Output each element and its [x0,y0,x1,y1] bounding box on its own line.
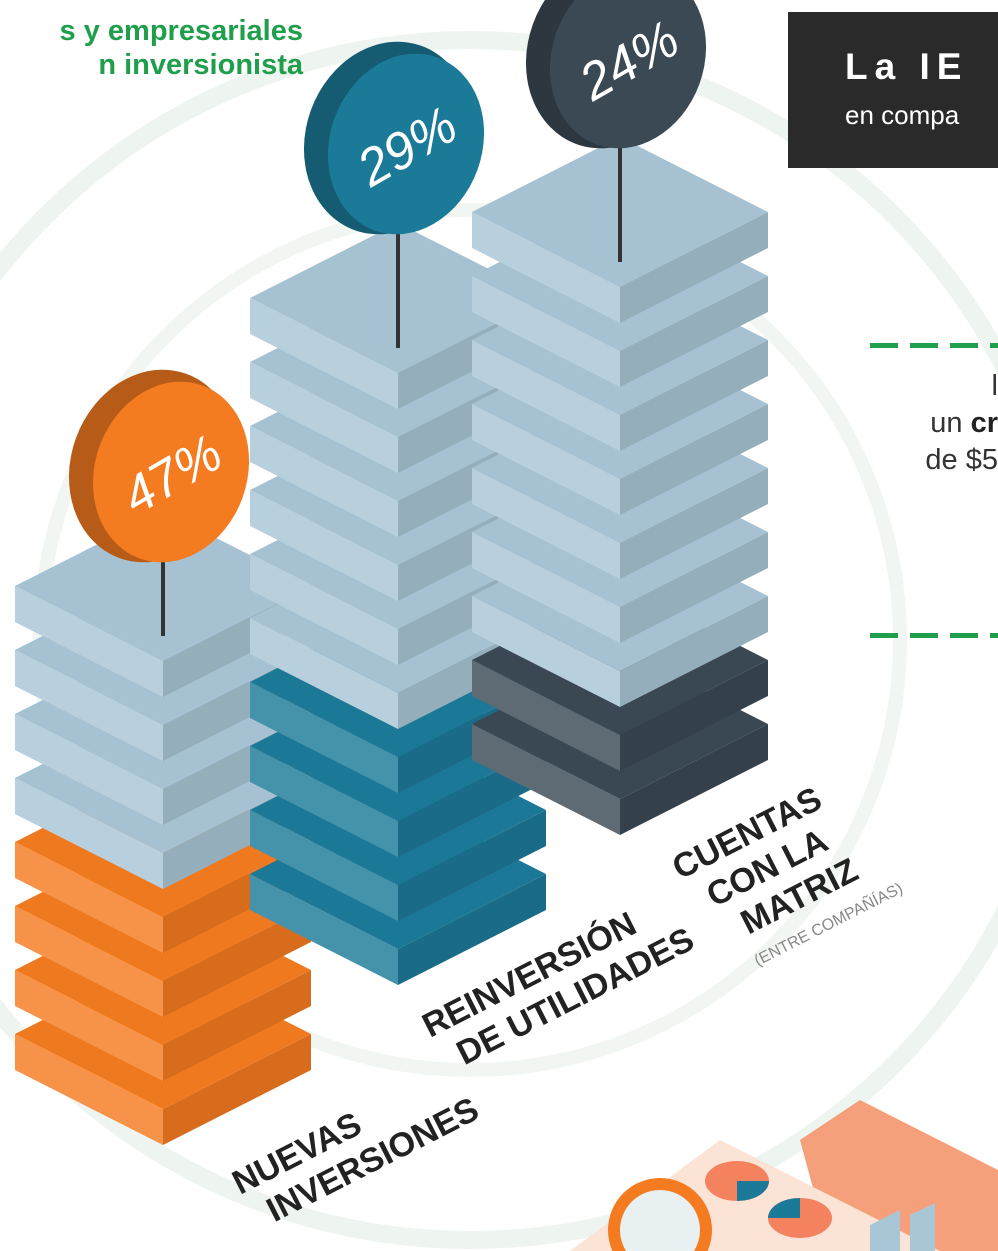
side-note-line-2: un cr [818,405,998,442]
bar-stack-1 [15,511,311,1145]
value-balloons: 47% 29%24% [68,0,707,636]
dashed-divider-bottom [870,633,998,638]
side-note-prefix: un [930,407,971,439]
value-balloon-2: 29% [303,41,485,348]
box-title: La IE [845,46,969,87]
intro-box: La IE en compa [788,12,998,168]
page-title: s y empresariales n inversionista [60,14,303,82]
bar-stacks [15,137,768,1145]
dashed-divider-top [870,343,998,348]
side-note-line-3: de $5 [925,444,998,476]
box-subtitle: en compa [845,100,960,130]
side-note-line-1: l [991,370,998,402]
side-note-bold: cr [970,407,998,439]
value-balloon-1: 47% [68,369,250,636]
folder-illustration [570,1100,998,1251]
value-balloon-3: 24% [525,0,707,262]
bar-stack-3 [472,137,768,835]
side-note: l un cr de $5 [818,368,998,479]
title-line-1: s y empresariales [59,15,303,47]
bar-stack-2 [250,223,546,985]
title-line-2: n inversionista [98,49,303,81]
